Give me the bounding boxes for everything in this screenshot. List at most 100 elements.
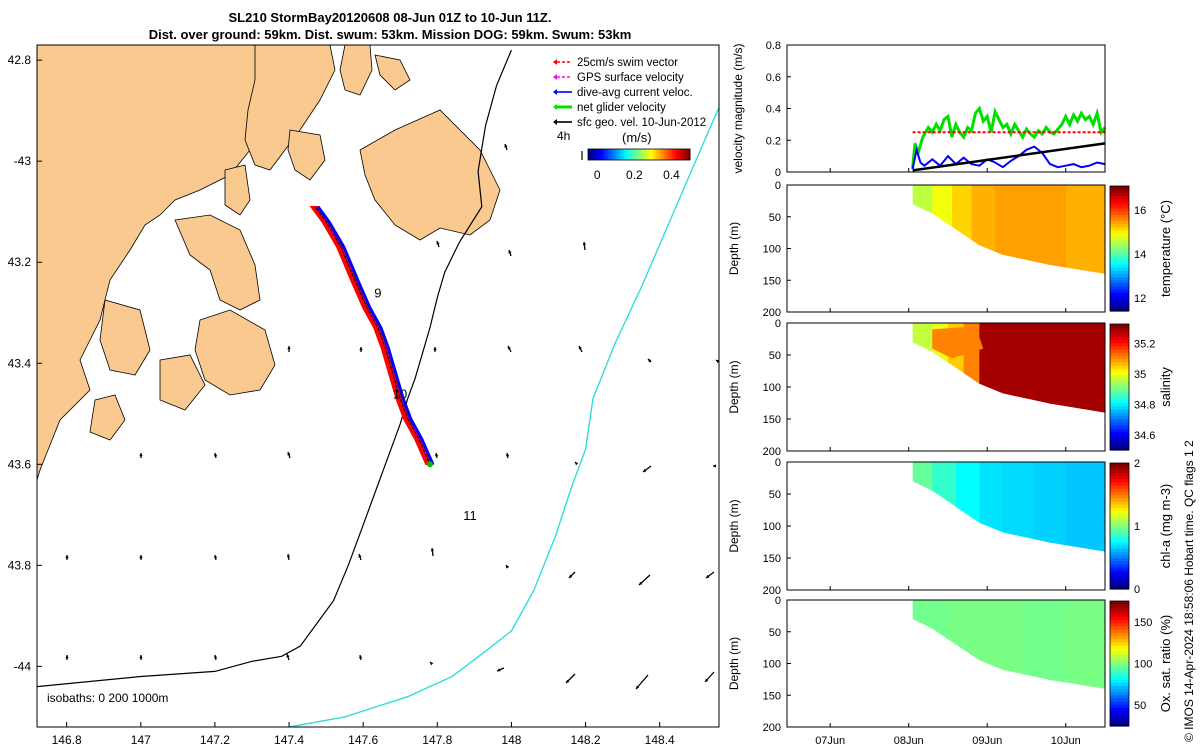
colorbar-cell xyxy=(1110,679,1129,683)
y-tick-label: 100 xyxy=(763,521,781,533)
colorbar-cell xyxy=(604,149,607,160)
colorbar-cell xyxy=(1110,722,1129,727)
colorbar-cell xyxy=(1110,189,1129,193)
colorbar-label: Ox. sat. ratio (%) xyxy=(1158,615,1173,713)
colorbar-cell xyxy=(1110,424,1129,429)
velocity-series xyxy=(911,105,1107,169)
colorbar-cell xyxy=(1110,494,1129,499)
y-tick-label: 150 xyxy=(763,690,781,702)
section-cell xyxy=(995,185,1028,274)
y-tick-label: 150 xyxy=(763,553,781,565)
colorbar-cell xyxy=(1110,691,1129,696)
colorbar-cell xyxy=(622,149,625,160)
colorbar-cell xyxy=(1110,198,1129,203)
colorbar-cell xyxy=(1110,657,1129,661)
colorbar-cell xyxy=(1110,307,1129,312)
colorbar-cell xyxy=(1110,510,1129,514)
figure-title: SL210 StormBay20120608 08-Jun 01Z to 10-… xyxy=(228,10,552,25)
colorbar-cell xyxy=(1110,292,1129,296)
colorbar-cell xyxy=(1110,443,1129,448)
colorbar-cell xyxy=(1110,371,1129,375)
colorbar-cell xyxy=(1110,497,1129,502)
colorbar-cell xyxy=(1110,481,1129,486)
y-tick-label: -44 xyxy=(14,659,32,673)
colorbar-cell xyxy=(1110,264,1129,268)
colorbar-cell xyxy=(1110,557,1129,562)
velocity-panel: 0 0.2 0.4 0.6 0.8 velocity magnitude (m/s) xyxy=(731,40,1107,179)
colorbar-cell xyxy=(1110,405,1129,410)
current-vector-head xyxy=(505,453,510,457)
colorbar-cell xyxy=(1110,257,1129,262)
colorbar-cell xyxy=(1110,415,1129,420)
colorbar-cell xyxy=(1110,466,1129,470)
isobath-1000m xyxy=(288,105,719,727)
colorbar-label: salinity xyxy=(1158,367,1173,407)
figure-subtitle: Dist. over ground: 59km. Dist. swum: 53k… xyxy=(148,27,632,42)
colorbar-cell xyxy=(1110,585,1129,590)
legend-label: sfc geo. vel. 10-Jun-2012 xyxy=(577,117,706,129)
colorbar-cell xyxy=(1110,437,1129,442)
section-cell xyxy=(912,462,934,552)
current-vector-head xyxy=(286,654,290,658)
map-content: 9 10 11 isobaths: 0 200 1000m xyxy=(37,45,719,727)
colorbar-cell xyxy=(1110,544,1129,549)
colorbar-tick-label: 16 xyxy=(1134,205,1146,217)
colorbar-cell xyxy=(1110,519,1129,524)
section-cell xyxy=(912,600,949,689)
colorbar-cell xyxy=(1110,195,1129,200)
colorbar-cell xyxy=(1110,488,1129,492)
colorbar-cell xyxy=(1110,532,1129,537)
colorbar-tick-label: 0 xyxy=(1134,584,1140,596)
colorbar-cell xyxy=(1110,619,1129,624)
colorbar-cell xyxy=(1110,475,1129,480)
colorbar-cell xyxy=(1110,374,1129,379)
x-tick-label: 148.4 xyxy=(645,733,675,747)
section-panel-3: 0 50 100 150 200 Depth (m) 34.6 34.8 35 35.2 salin… xyxy=(727,318,1173,458)
colorbar-cell xyxy=(1110,463,1129,467)
colorbar-cell xyxy=(1110,522,1129,527)
colorbar-cell xyxy=(1110,529,1129,533)
colorbar-cell xyxy=(650,149,653,160)
colorbar-cell xyxy=(1110,632,1129,636)
colorbar-cell xyxy=(648,149,651,160)
colorbar-cell xyxy=(1110,701,1129,705)
section-cell xyxy=(932,185,953,274)
current-vector-head xyxy=(139,655,143,659)
section-cell xyxy=(951,185,973,274)
colorbar-cell xyxy=(1110,368,1129,372)
colorbar-tick-label: 100 xyxy=(1134,659,1152,671)
current-vector-head xyxy=(358,554,362,558)
y-tick-label: 0.8 xyxy=(766,40,781,52)
colorbar-tick-label: 0 xyxy=(594,168,601,182)
colorbar-cell xyxy=(664,149,667,160)
section-cell xyxy=(1010,323,1052,413)
colorbar-cell xyxy=(1110,214,1129,218)
colorbar-cell xyxy=(1110,535,1129,540)
current-vector-head xyxy=(433,347,437,351)
colorbar-cell xyxy=(654,149,657,160)
colorbar-cell xyxy=(1110,704,1129,708)
colorbar-label: (m/s) xyxy=(622,130,652,145)
legend-label: GPS surface velocity xyxy=(577,72,684,84)
section-cell xyxy=(1065,462,1105,552)
land-mass xyxy=(339,45,373,96)
y-axis-label: Depth (m) xyxy=(727,499,741,552)
colorbar-cell xyxy=(1110,207,1129,212)
colorbar-cell xyxy=(636,149,639,160)
colorbar-cell xyxy=(1110,324,1129,328)
y-tick-label: 50 xyxy=(769,627,781,639)
y-tick-label: 0 xyxy=(775,318,781,330)
colorbar-cell xyxy=(1110,361,1129,366)
section-cell xyxy=(1050,323,1105,413)
current-vector-head xyxy=(643,468,647,472)
colorbar-cell xyxy=(618,149,621,160)
y-tick-label: 200 xyxy=(763,307,781,319)
colorbar-cell xyxy=(660,149,663,160)
land-mass xyxy=(287,129,326,181)
colorbar-cell xyxy=(1110,358,1129,363)
colorbar-cell xyxy=(644,149,647,160)
colorbar-tick-label: 2 xyxy=(1134,458,1140,470)
day-label: 11 xyxy=(463,508,477,523)
current-vector-head xyxy=(65,555,69,559)
colorbar-cell xyxy=(1110,333,1129,338)
